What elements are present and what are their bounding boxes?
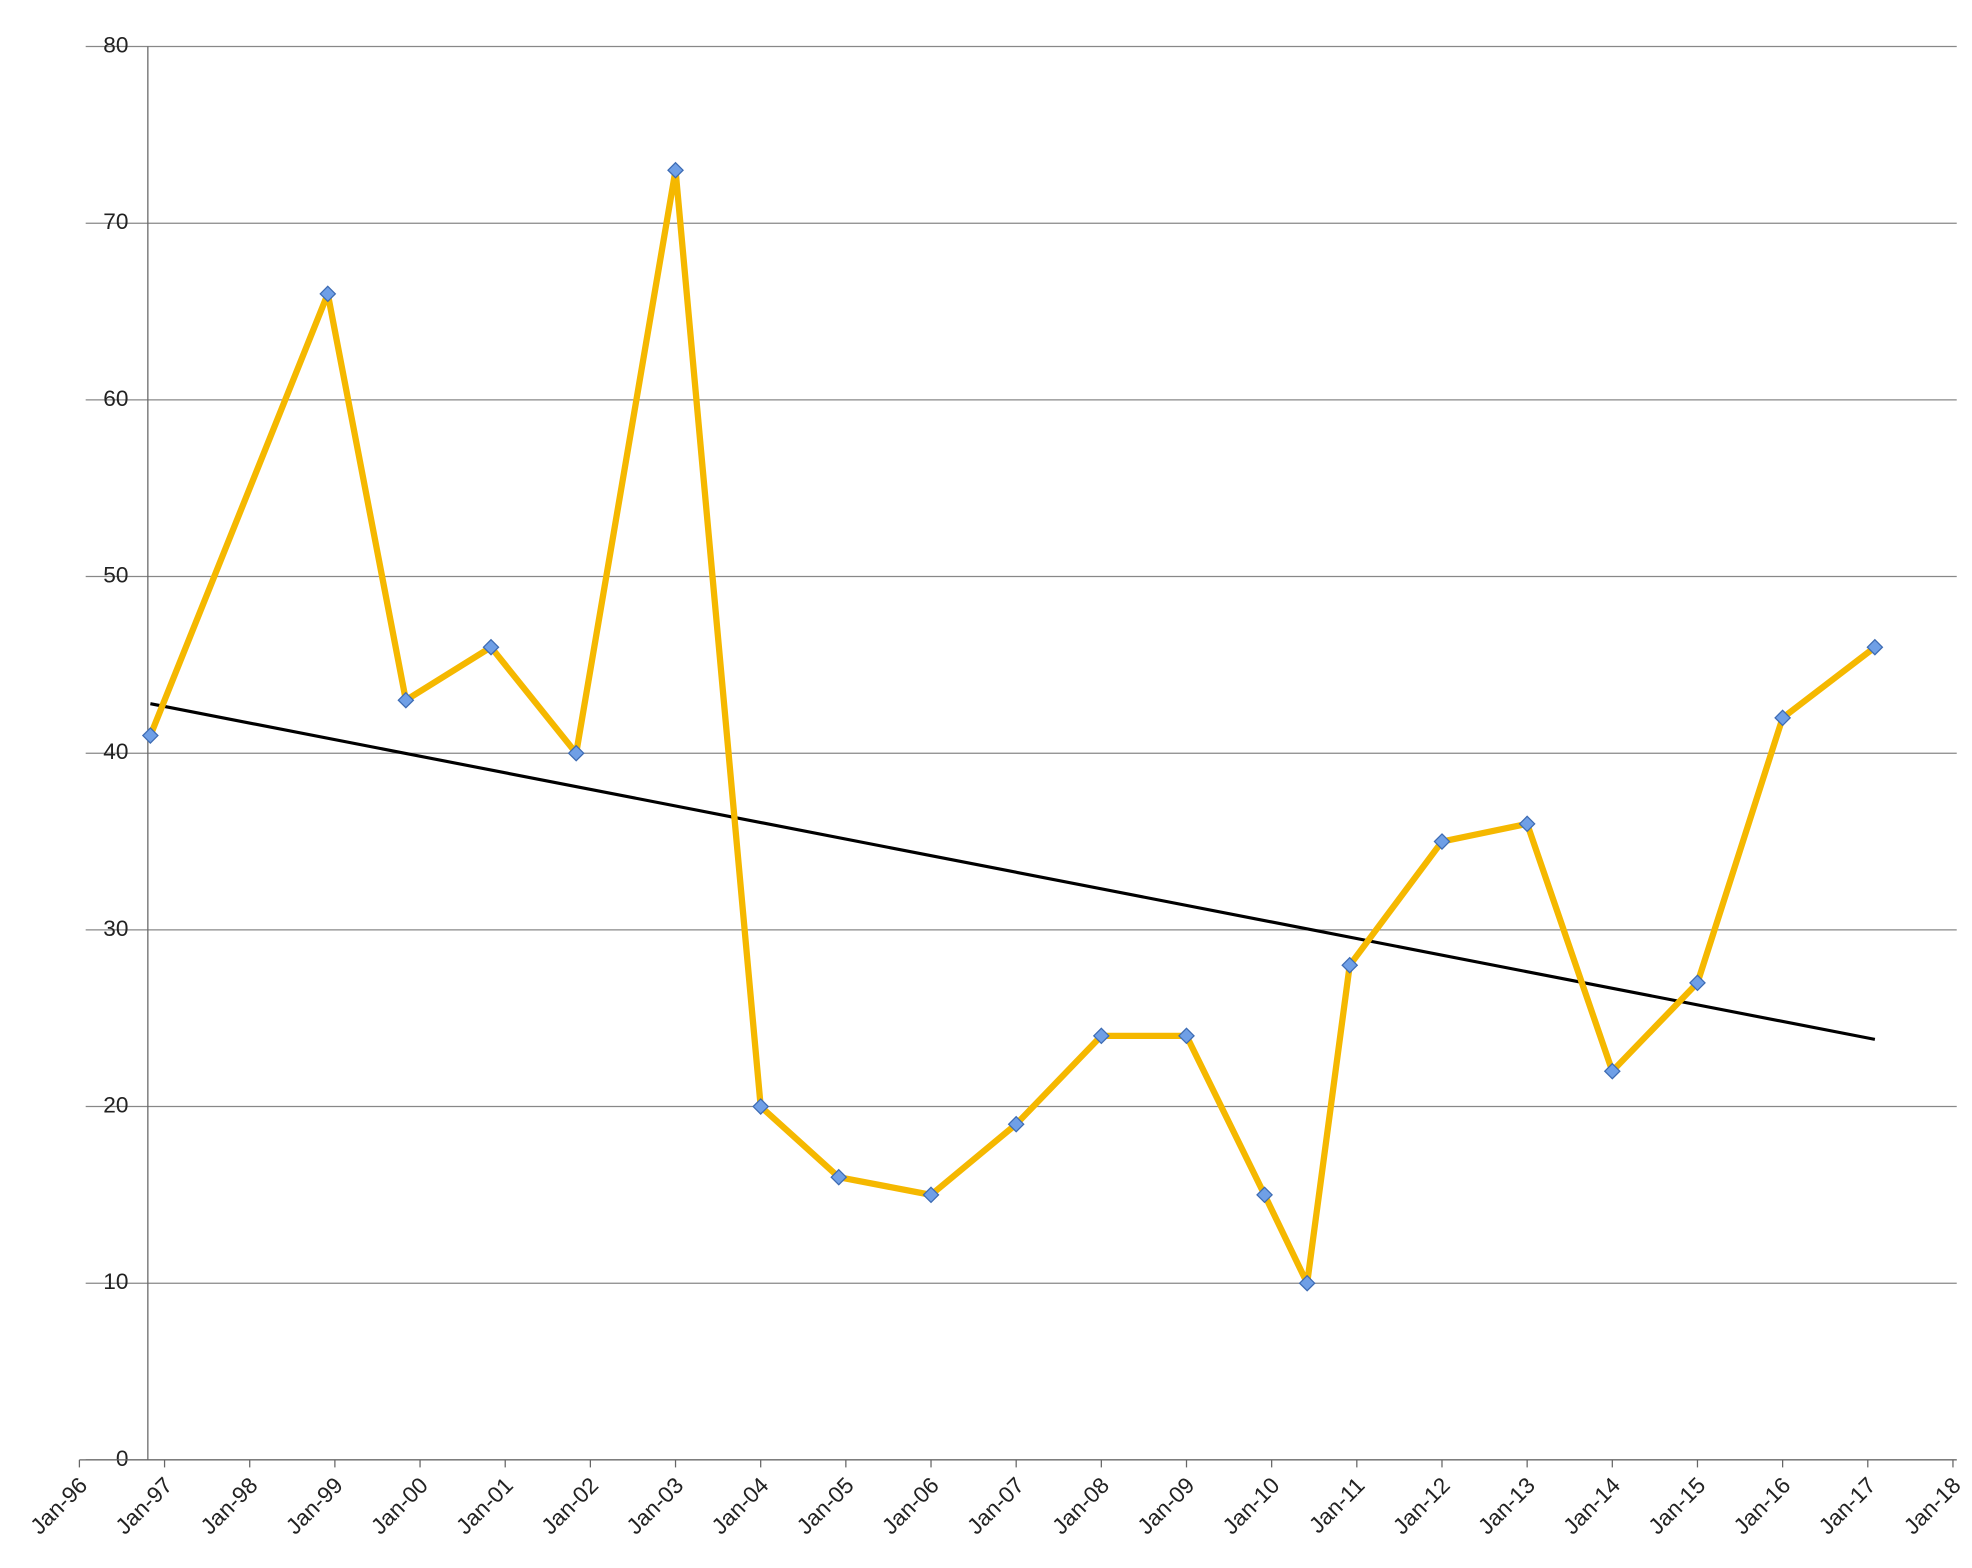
x-tick-label: Jan-11 [1304, 1473, 1369, 1538]
y-tick-label: 70 [103, 209, 128, 234]
x-tick-label: Jan-05 [792, 1473, 859, 1540]
y-tick-label: 60 [103, 386, 128, 411]
marker [1256, 1186, 1274, 1204]
marker [141, 727, 159, 744]
x-tick-label: Jan-02 [537, 1473, 604, 1540]
marker [667, 161, 684, 179]
marker [1689, 974, 1706, 992]
marker [1603, 1062, 1621, 1080]
x-tick-label: Jan-96 [26, 1473, 93, 1540]
x-tick-label: Jan-07 [962, 1473, 1029, 1540]
x-tick-label: Jan-01 [451, 1473, 518, 1540]
y-tick-label: 40 [103, 739, 128, 764]
marker [1007, 1115, 1025, 1133]
y-tick-label: 10 [103, 1269, 128, 1294]
x-tick-label: Jan-08 [1048, 1473, 1115, 1540]
x-tick-label: Jan-14 [1559, 1473, 1626, 1540]
x-tick-label: Jan-04 [707, 1473, 774, 1540]
marker [1433, 833, 1451, 850]
marker [567, 744, 585, 762]
marker [1341, 956, 1359, 974]
y-tick-label: 50 [103, 563, 128, 588]
x-tick-label: Jan-15 [1644, 1473, 1711, 1540]
y-tick-label: 30 [103, 916, 128, 941]
x-tick-label: Jan-12 [1388, 1473, 1455, 1540]
x-tick-label: Jan-03 [622, 1473, 689, 1540]
x-tick-label: Jan-13 [1473, 1473, 1540, 1540]
x-tick-label: Jan-06 [877, 1473, 944, 1540]
marker [1774, 709, 1792, 727]
marker [397, 691, 415, 709]
x-tick-label: Jan-09 [1133, 1473, 1200, 1540]
marker [1866, 638, 1884, 656]
line [147, 167, 1877, 1287]
x-tick-label: Jan-98 [196, 1473, 263, 1540]
marker [319, 285, 337, 303]
trendline [150, 702, 1876, 1041]
x-tick-label: Jan-00 [366, 1473, 433, 1540]
x-tick-label: Jan-17 [1814, 1473, 1881, 1540]
marker [752, 1098, 770, 1115]
x-tick-label: Jan-99 [281, 1473, 348, 1540]
marker [1298, 1274, 1316, 1292]
marker [482, 638, 500, 656]
x-tick-label: Jan-18 [1899, 1473, 1966, 1540]
y-tick-label: 0 [116, 1446, 129, 1471]
marker [1178, 1027, 1195, 1045]
y-tick-label: 20 [103, 1093, 128, 1118]
y-tick-label: 80 [103, 33, 128, 58]
marker [922, 1186, 940, 1204]
marker [1092, 1027, 1110, 1045]
marker [830, 1168, 848, 1186]
x-tick-label: Jan-10 [1218, 1473, 1285, 1540]
x-tick-label: Jan-16 [1729, 1473, 1796, 1540]
x-tick-label: Jan-97 [111, 1473, 178, 1540]
marker [1518, 815, 1536, 833]
